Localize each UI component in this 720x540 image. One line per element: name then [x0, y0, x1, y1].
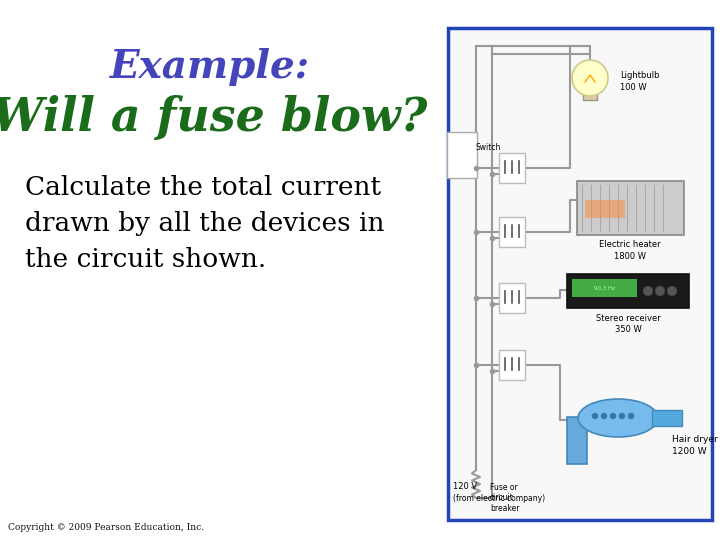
Text: Switch: Switch [476, 143, 501, 152]
Text: 1200 W: 1200 W [672, 447, 706, 456]
Circle shape [655, 286, 665, 296]
FancyBboxPatch shape [577, 181, 684, 235]
Text: 100 W: 100 W [620, 84, 647, 92]
FancyBboxPatch shape [448, 28, 712, 520]
Text: Fuse or
circuit
breaker: Fuse or circuit breaker [490, 483, 520, 513]
FancyBboxPatch shape [583, 90, 597, 100]
Circle shape [572, 60, 608, 96]
Text: (from electric company): (from electric company) [453, 494, 545, 503]
Text: 120 V: 120 V [453, 482, 477, 491]
Text: Lightbulb: Lightbulb [620, 71, 660, 79]
FancyBboxPatch shape [567, 417, 587, 464]
Text: Hair dryer: Hair dryer [672, 435, 718, 444]
Circle shape [667, 286, 677, 296]
Text: Calculate the total current
drawn by all the devices in
the circuit shown.: Calculate the total current drawn by all… [25, 175, 384, 272]
Circle shape [629, 414, 634, 418]
Circle shape [601, 414, 606, 418]
Ellipse shape [578, 399, 658, 437]
FancyBboxPatch shape [499, 283, 525, 313]
FancyBboxPatch shape [499, 153, 525, 183]
Circle shape [643, 286, 653, 296]
Text: 350 W: 350 W [615, 325, 642, 334]
FancyBboxPatch shape [585, 200, 625, 218]
Text: Example:: Example: [110, 48, 310, 86]
Circle shape [619, 414, 624, 418]
FancyBboxPatch shape [572, 279, 637, 297]
Text: Stereo receiver: Stereo receiver [595, 314, 660, 323]
FancyBboxPatch shape [499, 217, 525, 247]
FancyBboxPatch shape [652, 410, 682, 426]
FancyBboxPatch shape [447, 132, 477, 178]
Text: Copyright © 2009 Pearson Education, Inc.: Copyright © 2009 Pearson Education, Inc. [8, 523, 204, 532]
Text: 90.3 Hz: 90.3 Hz [593, 286, 614, 291]
FancyBboxPatch shape [567, 274, 689, 308]
Text: Electric heater: Electric heater [599, 240, 661, 249]
Circle shape [593, 414, 598, 418]
Text: 1800 W: 1800 W [614, 252, 646, 261]
FancyBboxPatch shape [499, 350, 525, 380]
Text: Will a fuse blow?: Will a fuse blow? [0, 95, 428, 141]
Circle shape [611, 414, 616, 418]
